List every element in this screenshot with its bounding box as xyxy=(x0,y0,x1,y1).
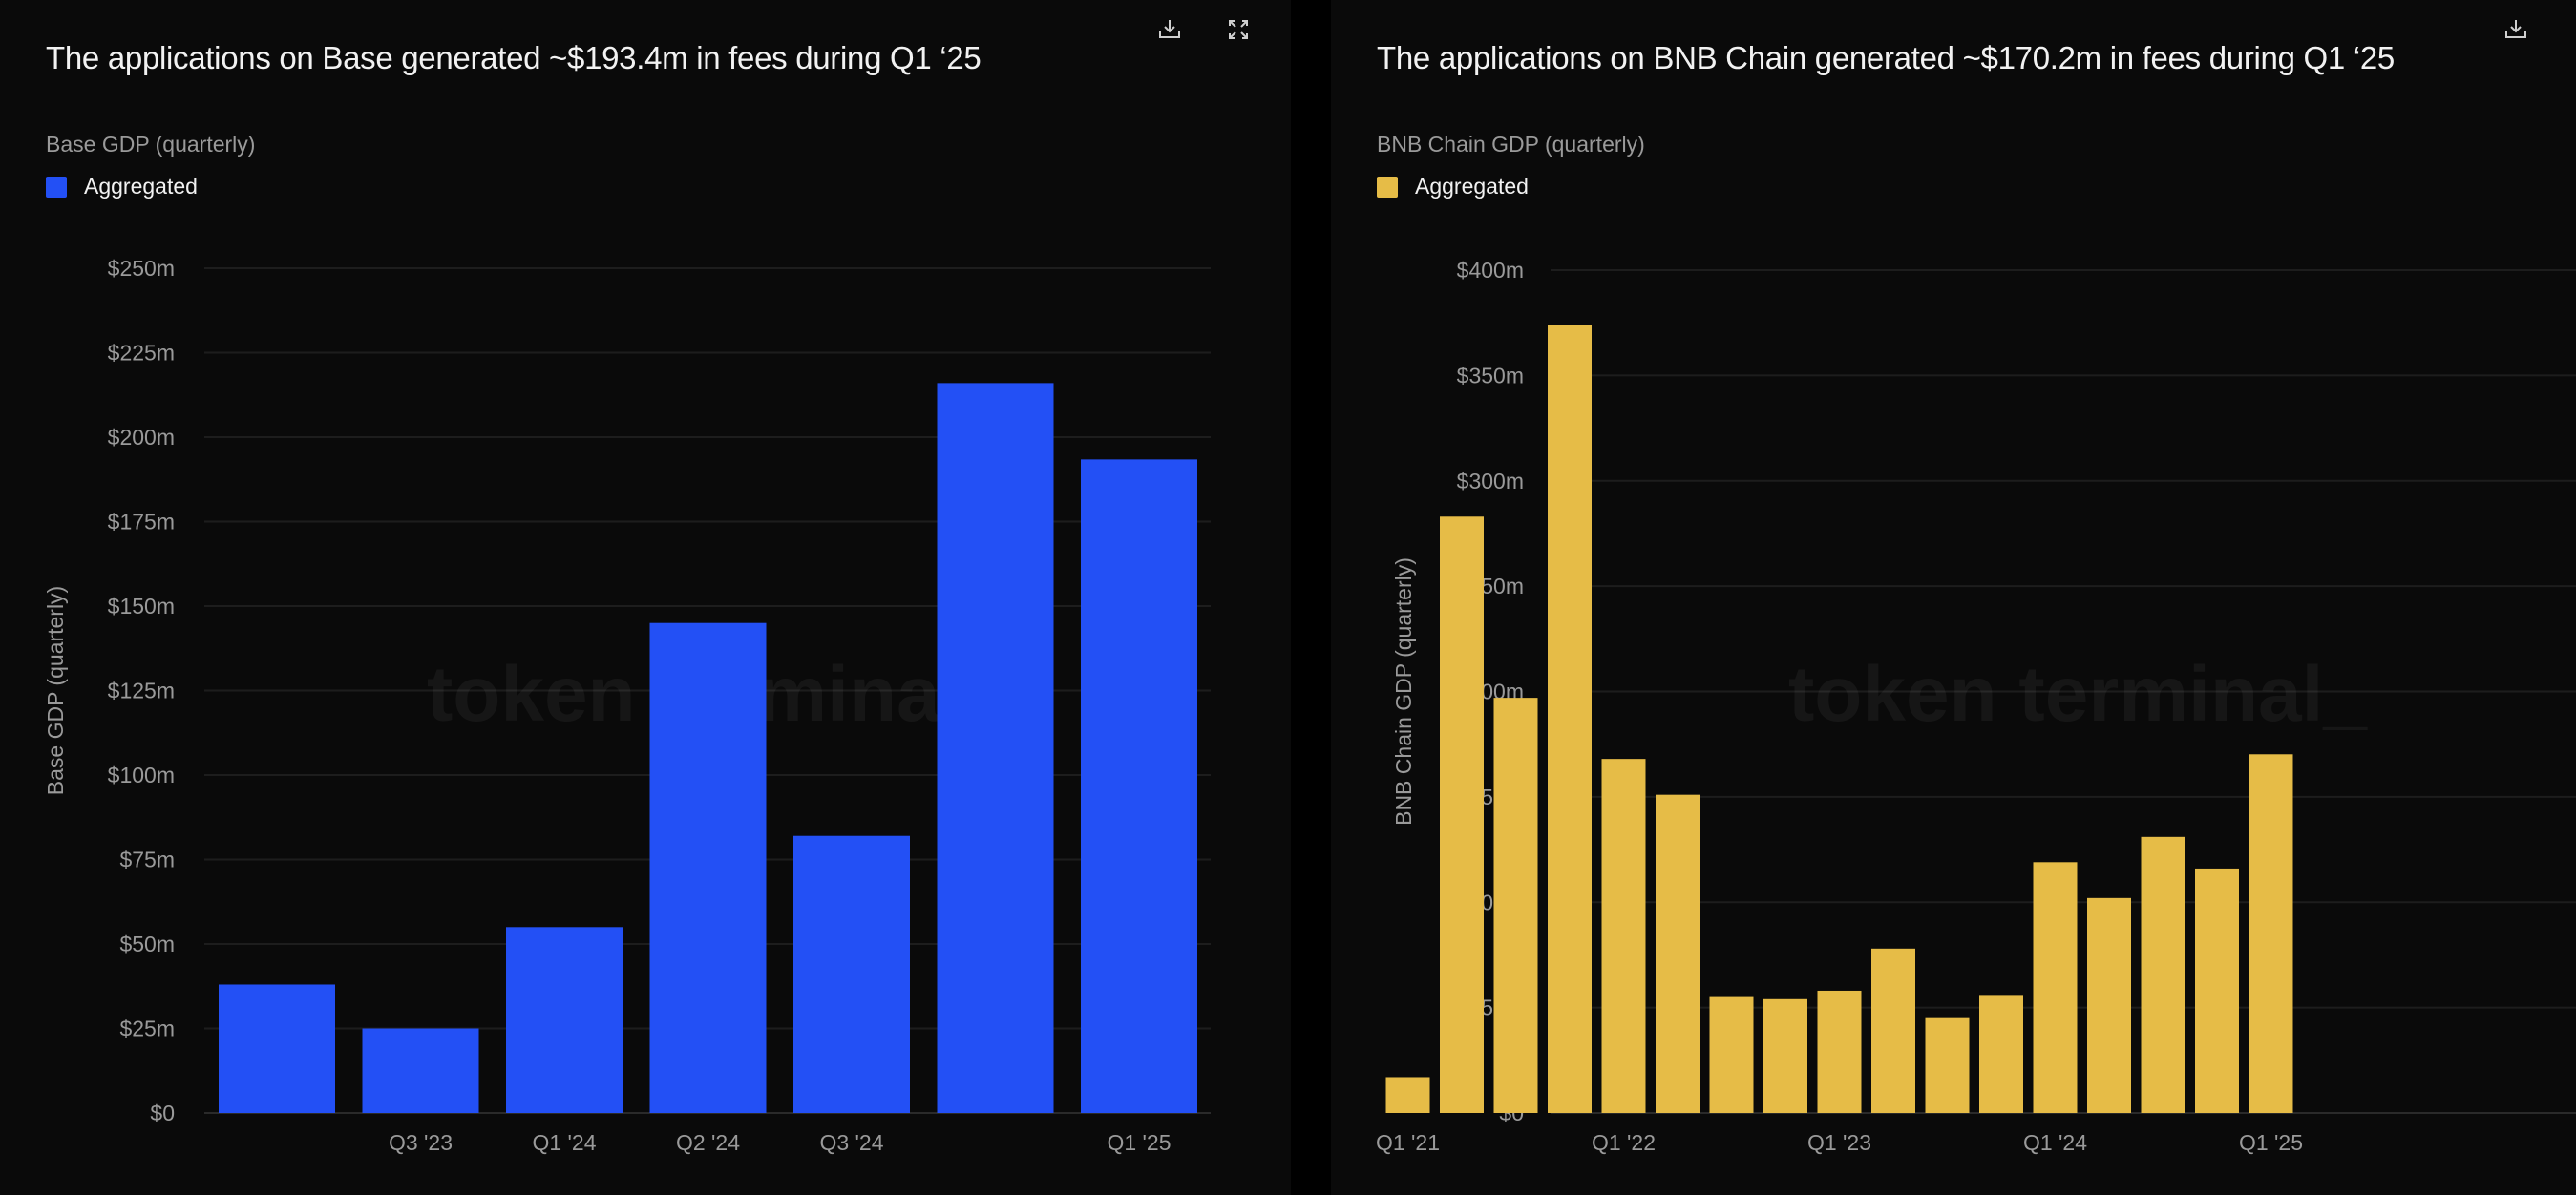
legend: Aggregated xyxy=(46,174,198,199)
bar xyxy=(1709,996,1754,1113)
y-tick-label: $100m xyxy=(108,763,175,787)
y-tick-label: $350m xyxy=(1457,363,1524,388)
bar xyxy=(2033,862,2078,1113)
y-tick-label: $250m xyxy=(108,256,175,281)
bar xyxy=(2087,897,2131,1113)
y-tick-label: $0 xyxy=(150,1101,175,1125)
bar xyxy=(1385,1077,1430,1113)
x-tick-label: Q1 '22 xyxy=(1592,1130,1656,1155)
base-chart-card: The applications on Base generated ~$193… xyxy=(43,13,1255,1155)
x-tick-label: Q3 '24 xyxy=(819,1130,883,1155)
y-tick-label: $225m xyxy=(108,341,175,366)
x-tick-label: Q2 '24 xyxy=(676,1130,740,1155)
bar xyxy=(1440,516,1484,1113)
bar xyxy=(1763,998,1807,1113)
legend-label[interactable]: Aggregated xyxy=(84,174,198,199)
x-tick-label: Q1 '24 xyxy=(532,1130,596,1155)
expand-icon[interactable] xyxy=(1222,13,1255,46)
y-tick-label: $150m xyxy=(108,594,175,618)
bar xyxy=(2249,754,2293,1113)
bar xyxy=(1081,459,1197,1113)
legend-swatch xyxy=(1377,176,1398,198)
legend: Aggregated xyxy=(1377,174,1529,199)
legend-label[interactable]: Aggregated xyxy=(1415,174,1529,199)
y-tick-label: $25m xyxy=(119,1017,175,1041)
bar xyxy=(362,1028,479,1113)
bar xyxy=(649,622,767,1113)
bar xyxy=(2195,868,2239,1113)
bar xyxy=(1871,948,1915,1113)
y-axis-label: BNB Chain GDP (quarterly) xyxy=(1391,557,1416,826)
x-tick-label: Q1 '21 xyxy=(1376,1130,1440,1155)
download-icon[interactable] xyxy=(2500,13,2532,46)
x-tick-label: Q1 '25 xyxy=(1107,1130,1171,1155)
bnb-bar-chart: $0$50m$100m$150m$200m$250m$300m$350m$400… xyxy=(1376,258,2576,1155)
chart-subtitle: BNB Chain GDP (quarterly) xyxy=(1377,132,1645,157)
y-tick-label: $50m xyxy=(119,932,175,956)
chart-title: The applications on Base generated ~$193… xyxy=(46,40,982,75)
y-tick-label: $200m xyxy=(108,425,175,450)
y-tick-label: $125m xyxy=(108,679,175,703)
y-tick-label: $400m xyxy=(1457,258,1524,283)
bar xyxy=(1601,759,1646,1113)
y-axis-label: Base GDP (quarterly) xyxy=(43,586,68,795)
chart-subtitle: Base GDP (quarterly) xyxy=(46,132,256,157)
y-tick-label: $300m xyxy=(1457,469,1524,493)
y-tick-label: $75m xyxy=(119,848,175,872)
bar xyxy=(1979,995,2023,1113)
bar xyxy=(793,835,910,1113)
bar xyxy=(1817,990,1862,1113)
x-tick-label: Q3 '23 xyxy=(389,1130,453,1155)
x-tick-label: Q1 '25 xyxy=(2239,1130,2303,1155)
y-tick-label: $175m xyxy=(108,510,175,535)
bar xyxy=(1548,325,1592,1113)
bnb-chart-card: The applications on BNB Chain generated … xyxy=(1331,0,2576,1195)
bar xyxy=(1493,698,1538,1113)
bar xyxy=(937,383,1054,1113)
chart-title: The applications on BNB Chain generated … xyxy=(1377,40,2395,75)
legend-swatch xyxy=(46,176,67,198)
watermark: token terminal_ xyxy=(1788,651,2368,738)
bar xyxy=(506,927,623,1113)
base-bar-chart: $0 $25m $50m $75m $100m $125m $150m $175m $200m $… xyxy=(43,256,1211,1155)
x-tick-label: Q1 '24 xyxy=(2023,1130,2087,1155)
bar xyxy=(1925,1017,1970,1113)
x-tick-label: Q1 '23 xyxy=(1807,1130,1871,1155)
bar xyxy=(1656,794,1700,1113)
download-icon[interactable] xyxy=(1153,13,1186,46)
bar xyxy=(219,984,335,1113)
bar xyxy=(2141,836,2185,1113)
